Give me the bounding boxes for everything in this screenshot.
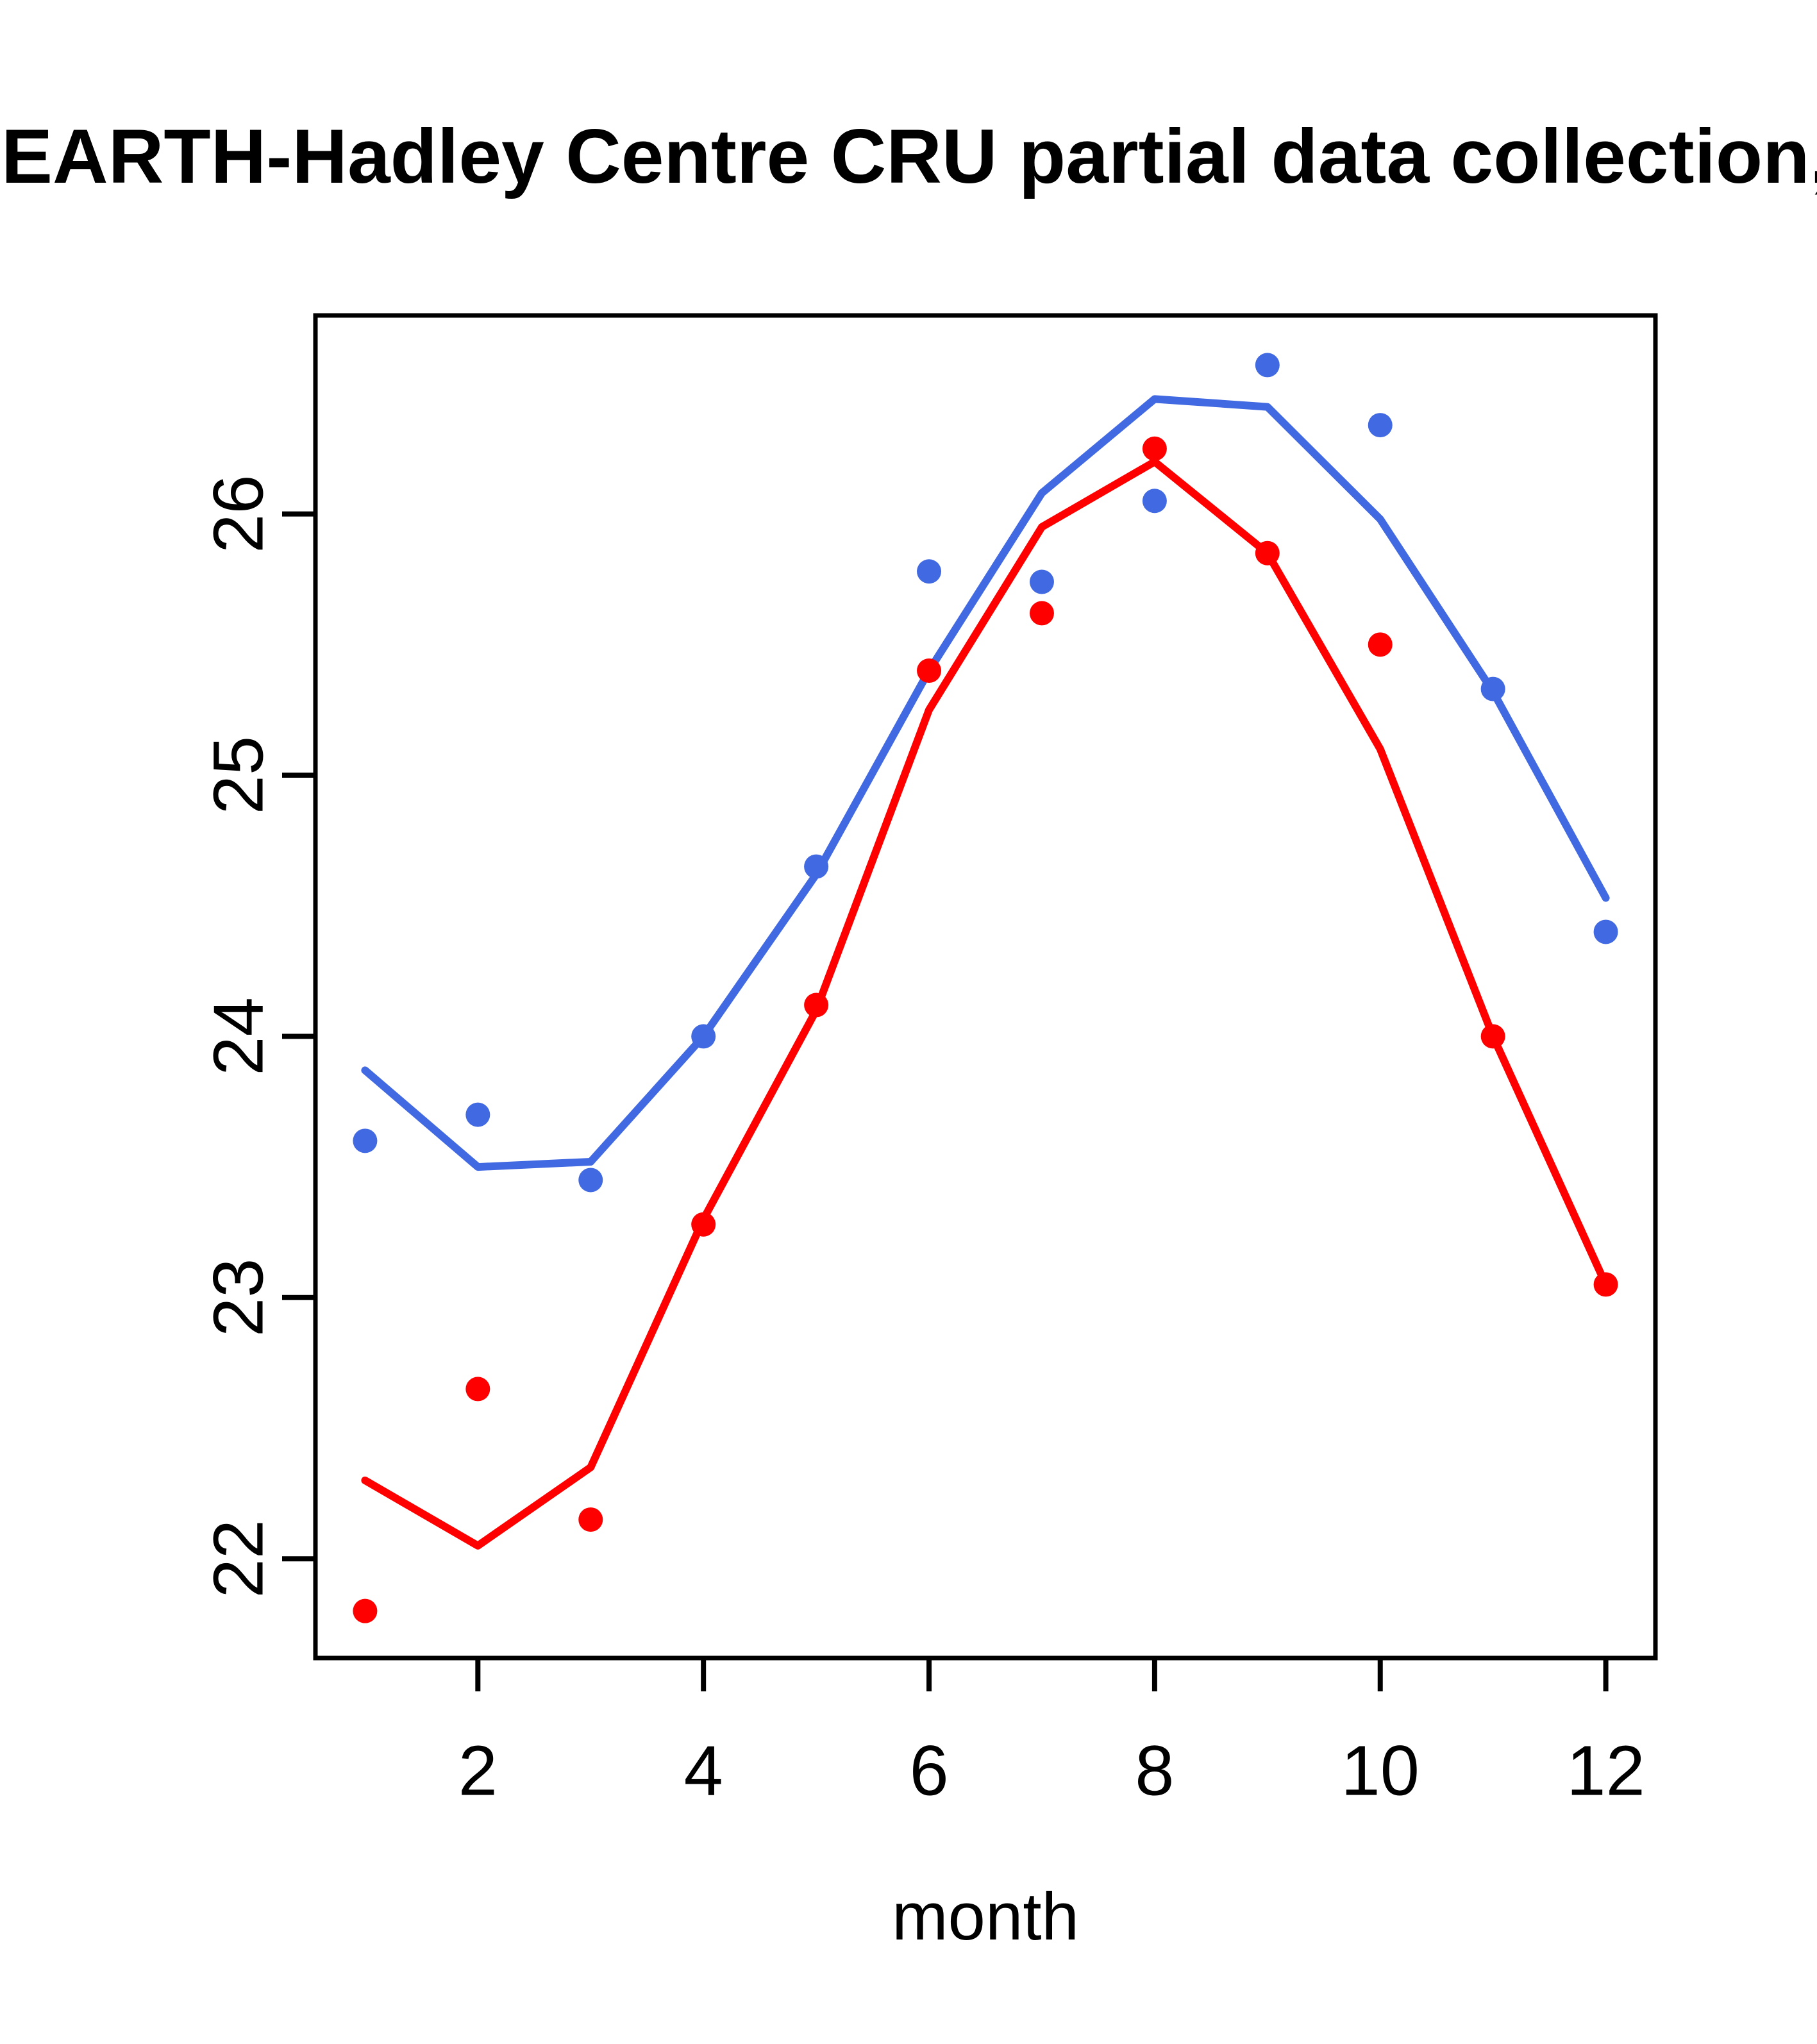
x-tick-label: 10: [1341, 1732, 1419, 1811]
red-points-marker: [578, 1507, 603, 1532]
y-tick-label: 23: [199, 1259, 278, 1337]
red-points-marker: [1029, 601, 1054, 626]
red-points-marker: [353, 1598, 378, 1623]
blue-points-marker: [691, 1024, 716, 1049]
red-points-marker: [1142, 436, 1167, 461]
y-tick-label: 26: [199, 474, 278, 553]
blue-points-marker: [1029, 569, 1054, 594]
x-tick-label: 4: [684, 1732, 723, 1811]
x-axis-title: month: [892, 1879, 1079, 1954]
red-smooth-line: [361, 458, 1610, 1550]
blue-points-marker: [353, 1128, 378, 1153]
blue-points-marker: [1593, 919, 1618, 944]
y-tick-label: 24: [199, 997, 278, 1075]
chart-title: EARTH-Hadley Centre CRU partial data col…: [1, 113, 1817, 199]
red-points-marker: [465, 1377, 490, 1402]
blue-points-marker: [1142, 489, 1167, 514]
red-points-marker: [1368, 632, 1393, 657]
red-points-marker: [1255, 540, 1280, 565]
red-points-marker: [1593, 1272, 1618, 1297]
red-points-marker: [691, 1212, 716, 1237]
blue-points-marker: [465, 1102, 490, 1127]
red-points-marker: [917, 658, 942, 683]
x-tick-label: 6: [909, 1732, 948, 1811]
blue-points-marker: [578, 1168, 603, 1193]
x-tick-label: 8: [1135, 1732, 1174, 1811]
red-points-marker: [1480, 1024, 1505, 1049]
y-tick-label: 25: [199, 736, 278, 814]
red-points-marker: [804, 993, 829, 1018]
blue-points-marker: [1480, 676, 1505, 701]
blue-points-marker: [1368, 413, 1393, 438]
blue-smooth-line: [361, 395, 1610, 1171]
plot-border: [313, 313, 1658, 1661]
x-tick-label: 12: [1566, 1732, 1645, 1811]
y-tick-label: 22: [199, 1520, 278, 1598]
blue-points-marker: [804, 854, 829, 879]
blue-points-marker: [917, 559, 942, 584]
x-tick-label: 2: [458, 1732, 498, 1811]
blue-points-marker: [1255, 353, 1280, 378]
